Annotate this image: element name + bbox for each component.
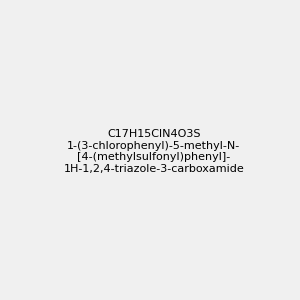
Text: C17H15ClN4O3S
1-(3-chlorophenyl)-5-methyl-N-
[4-(methylsulfonyl)phenyl]-
1H-1,2,: C17H15ClN4O3S 1-(3-chlorophenyl)-5-methy… — [63, 129, 244, 174]
